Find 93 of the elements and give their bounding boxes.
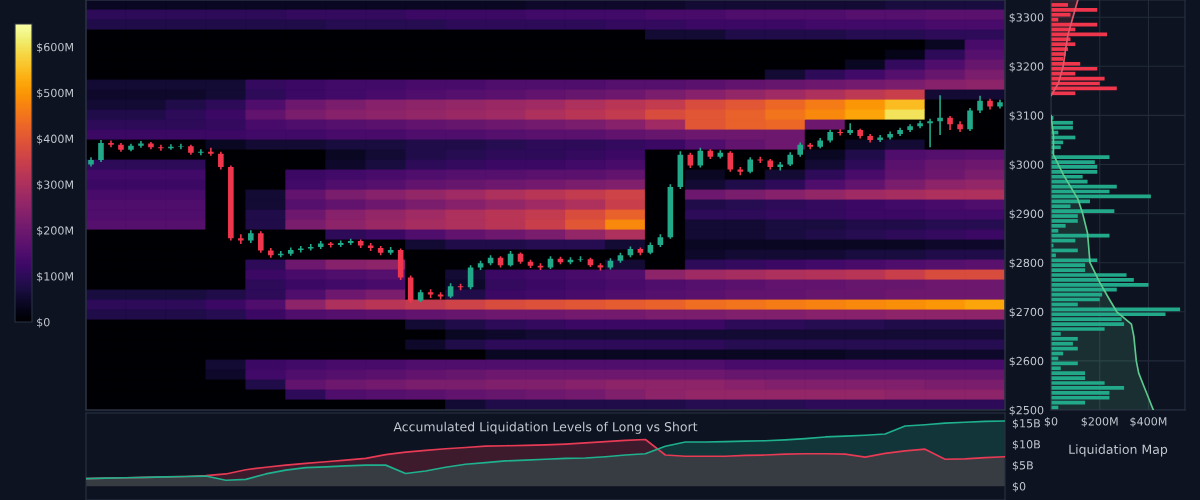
candlestick [917,120,923,129]
candlestick [148,141,154,150]
candlestick [747,157,754,174]
candlestick [777,162,784,171]
color-bar-label: $300M [37,180,73,191]
candlestick [827,129,833,143]
color-bar-label: $400M [37,134,73,145]
candlestick [268,247,274,258]
candlestick [787,152,794,166]
candlestick [138,140,144,148]
y-tick-label: $2600 [1009,356,1044,367]
candlestick [108,140,114,148]
candlestick [897,127,903,137]
y-tick-label: $3200 [1009,62,1044,73]
y-tick-label: $2900 [1009,209,1044,220]
candlestick [407,275,414,303]
candlestick [997,99,1003,109]
candlestick [417,289,424,302]
text: Accumulated Liquidation Levels of Long vs Short [393,421,698,434]
candlestick [118,142,124,152]
candlestick [937,95,943,136]
color-bar-label: $200M [37,226,73,237]
candlestick [947,115,953,131]
candlestick [88,157,94,167]
candlestick [577,256,584,262]
candlestick [327,242,334,248]
candlestick [228,165,234,241]
bar [1051,125,1073,130]
y-tick-label: $3300 [1009,12,1044,24]
candlestick [198,149,204,156]
candlestick [307,244,314,251]
x-tick-label: $0 [1044,416,1058,428]
candlestick [158,144,164,151]
candlestick [797,142,804,157]
candlestick [178,143,184,150]
y-tick-label: $15B [1012,418,1040,429]
candlestick [907,124,913,133]
candlestick [297,246,304,253]
candlestick [238,234,244,245]
candlestick [817,137,823,149]
color-bar-label: $0 [37,317,50,328]
y-tick-label: $10B [1012,439,1040,450]
y-tick-label: $3000 [1009,160,1044,171]
candlestick [168,144,174,150]
candlestick [357,239,364,248]
candlestick [887,131,893,140]
candlestick [927,118,933,148]
bar [1051,395,1110,400]
candlestick [258,231,264,253]
y-tick-label: $2500 [1009,405,1044,416]
candlestick [597,263,604,271]
candlestick [737,166,744,176]
candlestick [987,98,993,110]
candlestick [337,240,344,247]
candlestick [767,159,774,170]
candlestick [248,230,254,244]
y-tick-label: $5B [1012,460,1033,471]
candlestick [287,247,294,256]
candlestick [867,134,873,143]
candlestick [128,143,134,152]
y-tick-label: $0 [1012,481,1026,492]
candlestick [727,151,734,172]
candlestick [957,121,963,133]
candlestick [877,135,883,142]
candlestick [517,252,524,264]
color-bar-label: $600M [37,42,73,53]
bar [1051,233,1110,238]
x-tick-label: $200M [1081,416,1118,428]
bar [1051,307,1181,312]
y-tick-label: $2700 [1009,307,1044,318]
candlestick [757,156,764,164]
x-axis-title: Liquidation Map [1069,444,1168,457]
y-tick-label: $2800 [1009,258,1044,269]
candlestick [447,283,454,299]
bar [1051,66,1098,71]
y-tick-label: $3100 [1009,111,1044,122]
x-tick-label: $400M [1130,416,1167,428]
color-bar-label: $500M [37,88,73,99]
candlestick [617,252,624,263]
candlestick [317,241,324,249]
candlestick [218,151,224,170]
candlestick [188,144,194,155]
color-bar-label: $100M [37,271,73,283]
candlestick [977,95,983,113]
candlestick [837,129,843,136]
candlestick [847,123,853,136]
candlestick [98,139,104,163]
candlestick [277,250,284,258]
candlestick [807,142,814,150]
candlestick [347,238,354,246]
candlestick [208,147,214,156]
candlestick [857,128,863,139]
candlestick [967,108,973,132]
